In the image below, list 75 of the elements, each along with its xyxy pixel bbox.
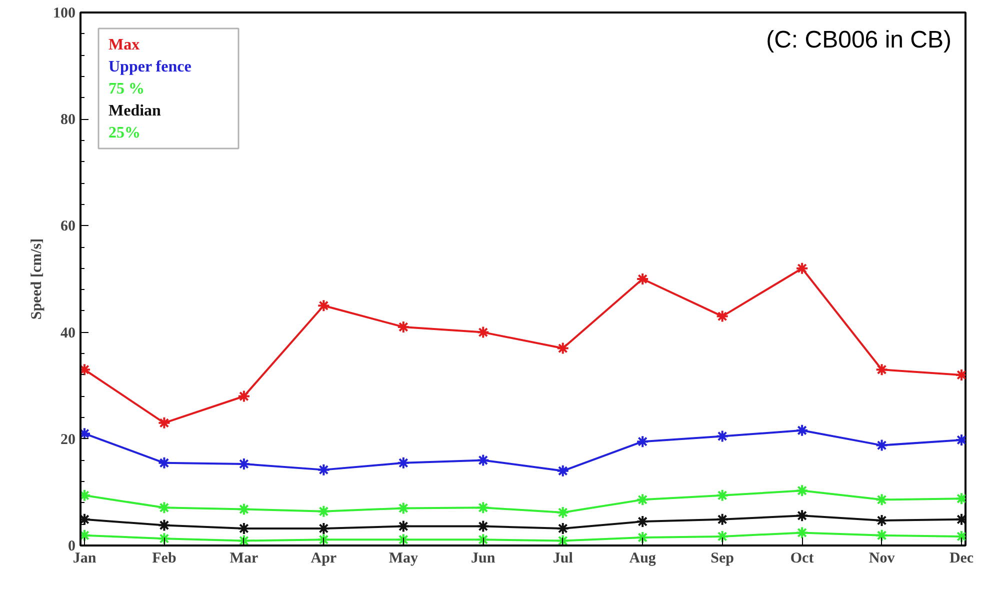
point	[556, 534, 570, 546]
point	[796, 509, 809, 522]
x-tick-label: Nov	[868, 550, 896, 566]
point	[476, 454, 490, 467]
point	[636, 435, 650, 448]
y-tick-label: 40	[60, 325, 76, 342]
x-tick-label: May	[388, 550, 418, 566]
point	[396, 520, 410, 533]
point	[716, 512, 729, 526]
point	[396, 502, 410, 515]
x-tick-label: Feb	[152, 550, 176, 566]
x-tick-label: Oct	[790, 550, 814, 566]
text: Max	[108, 36, 140, 54]
point	[556, 342, 570, 355]
y-tick-label: 0	[68, 538, 76, 554]
y-tick-label: 100	[53, 6, 76, 22]
point	[636, 515, 650, 528]
annotation: (C: CB006 in CB)	[766, 26, 952, 54]
x-tick-label: Jan	[72, 550, 97, 566]
point	[716, 430, 729, 443]
point	[237, 457, 250, 470]
point	[237, 534, 250, 546]
point	[476, 326, 490, 339]
point	[716, 310, 729, 323]
point	[716, 488, 729, 502]
x-tick-label: Apr	[310, 550, 337, 566]
point	[237, 390, 250, 403]
point	[476, 533, 490, 546]
x-tick-label: Jul	[552, 550, 573, 566]
point	[636, 531, 650, 544]
point	[396, 320, 410, 334]
point	[396, 533, 410, 546]
x-tick-label: Sep	[710, 550, 734, 566]
point	[556, 464, 570, 478]
x-tick-label: Aug	[629, 550, 656, 566]
point	[317, 504, 330, 518]
point	[556, 522, 570, 535]
point	[317, 522, 330, 535]
point	[875, 363, 888, 376]
y-tick-label: 80	[60, 112, 76, 128]
point	[556, 506, 570, 519]
point	[237, 522, 250, 535]
point	[476, 501, 490, 514]
point	[875, 438, 888, 452]
point	[158, 416, 171, 430]
x-tick-label: Jun	[471, 550, 496, 566]
point	[875, 493, 888, 506]
x-tick-label: Mar	[230, 550, 258, 566]
y-axis-title: Speed [cm/s]	[29, 238, 45, 320]
x-tick-label: Dec	[949, 550, 974, 566]
point	[796, 526, 809, 540]
point	[317, 463, 330, 476]
point	[875, 514, 888, 527]
text: 25%	[108, 124, 140, 142]
point	[716, 530, 729, 543]
point	[158, 532, 171, 546]
text: 75 %	[108, 80, 144, 98]
point	[476, 520, 490, 533]
y-tick-label: 60	[60, 218, 76, 235]
point	[237, 502, 250, 516]
point	[158, 456, 171, 470]
point	[317, 299, 330, 312]
point	[396, 456, 410, 470]
text: Upper fence	[108, 58, 192, 76]
point	[636, 272, 650, 286]
point	[796, 424, 809, 437]
point	[158, 518, 171, 532]
y-tick-label: 20	[60, 432, 76, 448]
point	[796, 484, 809, 498]
point	[875, 528, 888, 542]
point	[158, 501, 171, 514]
point	[636, 493, 650, 506]
text: Median	[108, 102, 162, 120]
point	[796, 262, 809, 275]
point	[317, 533, 330, 546]
